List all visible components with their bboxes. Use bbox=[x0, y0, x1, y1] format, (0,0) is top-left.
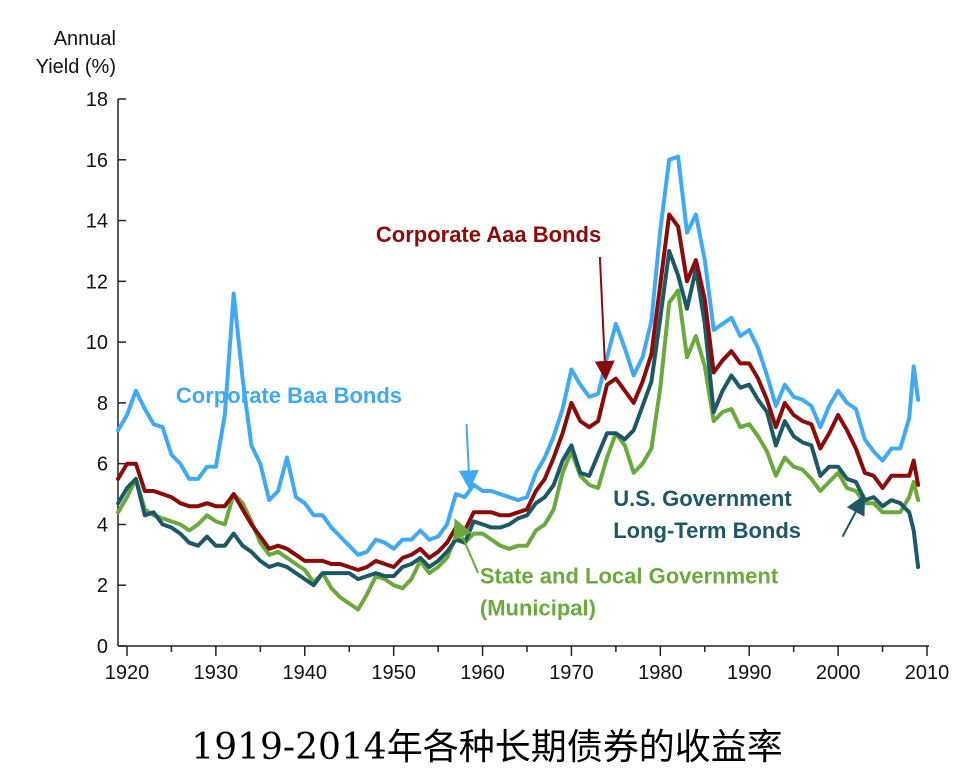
y-axis-label: Annual Yield (%) bbox=[36, 28, 116, 78]
series-label: Corporate Baa Bonds bbox=[176, 383, 402, 408]
x-tick-label: 1960 bbox=[460, 662, 505, 684]
y-tick-label: 18 bbox=[86, 89, 108, 111]
label-arrow bbox=[841, 494, 866, 538]
y-tick-label: 2 bbox=[97, 575, 108, 597]
x-tick-label: 2000 bbox=[816, 662, 861, 684]
x-tick-label: 1920 bbox=[105, 662, 150, 684]
y-tick-label: 10 bbox=[86, 332, 108, 354]
label-arrow bbox=[458, 424, 479, 491]
series-label: Corporate Aaa Bonds bbox=[376, 222, 601, 247]
y-tick-label: 6 bbox=[97, 454, 108, 476]
series-label: State and Local Government bbox=[480, 564, 779, 589]
axes: 0 2 4 6 8 10 12 14 16 18 1920 1930 1940 1950 1960 1970 1… bbox=[86, 89, 950, 684]
x-tick-label: 1950 bbox=[371, 662, 416, 684]
x-tick-label: 1970 bbox=[549, 662, 594, 684]
x-tick-label: 1940 bbox=[283, 662, 328, 684]
series-label: U.S. Government bbox=[613, 486, 792, 511]
y-tick-label: 16 bbox=[86, 150, 108, 172]
y-tick-label: 0 bbox=[97, 636, 108, 658]
y-axis-label-line-2: Yield (%) bbox=[36, 56, 116, 78]
series-line-u-s-government-long-term-bonds bbox=[116, 248, 921, 588]
y-tick-label: 14 bbox=[86, 211, 108, 233]
series-layer bbox=[116, 154, 921, 612]
x-tick-label: 2010 bbox=[905, 662, 950, 684]
series-line-corporate-aaa-bonds bbox=[116, 212, 921, 572]
y-tick-label: 4 bbox=[97, 514, 108, 536]
label-arrow bbox=[594, 256, 615, 381]
x-tick-label: 1980 bbox=[638, 662, 683, 684]
y-axis-label-line-1: Annual bbox=[54, 28, 116, 50]
chart-caption: 1919-2014年各种长期债券的收益率 bbox=[191, 727, 783, 768]
y-tick-label: 12 bbox=[86, 271, 108, 293]
x-tick-label: 1990 bbox=[727, 662, 772, 684]
series-label: Long-Term Bonds bbox=[613, 518, 801, 543]
annotation-layer: Corporate Baa Bonds Corporate Aaa Bonds U.… bbox=[176, 222, 866, 621]
x-tick-label: 1930 bbox=[194, 662, 239, 684]
label-arrow bbox=[453, 518, 480, 574]
series-label: (Municipal) bbox=[480, 596, 596, 621]
series-line-corporate-baa-bonds bbox=[116, 154, 921, 557]
y-tick-label: 8 bbox=[97, 393, 108, 415]
